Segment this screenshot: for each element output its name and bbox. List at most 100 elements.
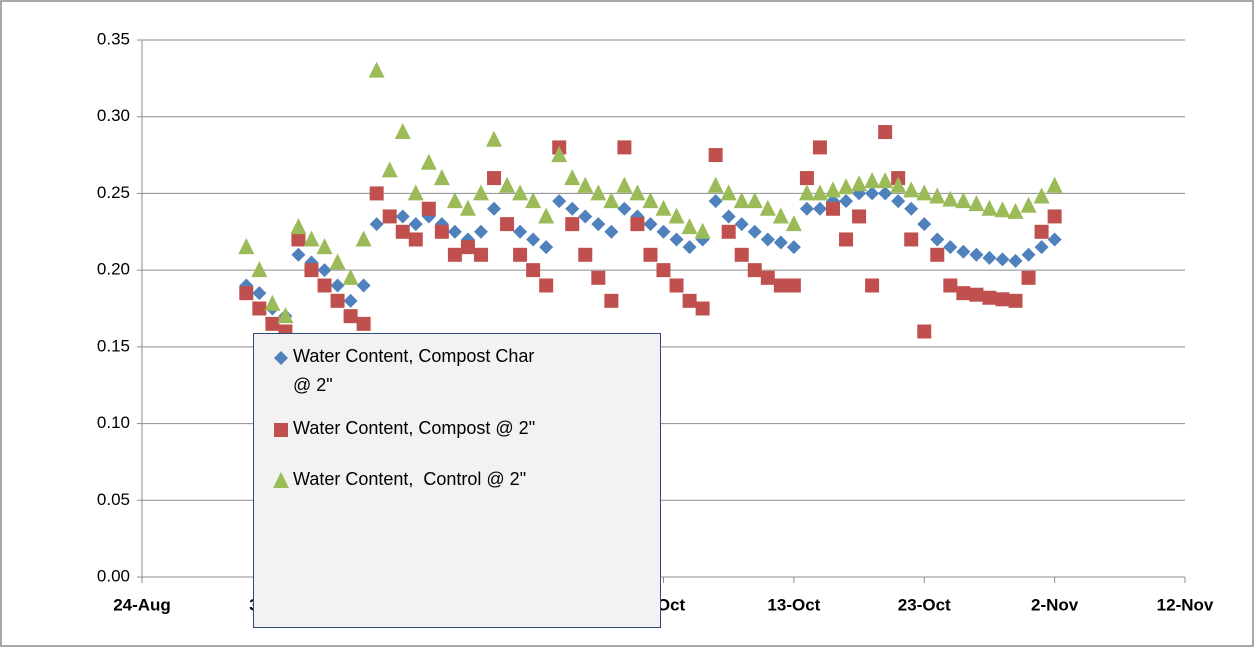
marker — [656, 224, 671, 239]
marker — [904, 232, 919, 247]
marker — [526, 232, 541, 247]
marker — [643, 217, 658, 232]
marker — [812, 201, 827, 216]
legend-label: Water Content, Compost @ 2" — [293, 418, 536, 438]
marker — [982, 250, 997, 265]
marker — [421, 201, 436, 216]
marker — [759, 199, 776, 216]
marker — [682, 293, 697, 308]
marker — [551, 146, 568, 163]
marker — [369, 217, 384, 232]
marker — [274, 351, 288, 365]
legend-icon — [274, 351, 288, 365]
marker — [811, 184, 828, 201]
y-tick-label: 0.10 — [97, 413, 130, 432]
marker — [274, 423, 288, 437]
marker — [565, 201, 580, 216]
marker — [917, 324, 932, 339]
marker — [839, 194, 854, 209]
marker — [565, 217, 580, 232]
marker — [604, 293, 619, 308]
legend-label: Water Content, Compost Char @ 2" — [293, 346, 540, 395]
marker — [1047, 209, 1062, 224]
marker — [487, 201, 502, 216]
marker — [825, 201, 840, 216]
marker — [447, 224, 462, 239]
marker — [878, 186, 893, 201]
marker — [460, 240, 475, 255]
y-tick-label: 0.15 — [97, 336, 130, 355]
y-tick-label: 0.05 — [97, 490, 130, 509]
marker — [773, 278, 788, 293]
marker — [512, 184, 529, 201]
marker — [760, 232, 775, 247]
marker — [539, 278, 554, 293]
legend-entry: Water Content, Compost @ 2" — [272, 414, 672, 443]
marker — [929, 187, 946, 204]
marker — [473, 224, 488, 239]
marker — [785, 215, 802, 232]
marker — [721, 224, 736, 239]
marker — [891, 194, 906, 209]
marker — [472, 184, 489, 201]
x-tick-label: 2-Nov — [1031, 595, 1079, 614]
marker — [968, 195, 985, 212]
marker — [381, 161, 398, 178]
marker — [851, 175, 868, 192]
y-tick-label: 0.35 — [97, 29, 130, 48]
marker — [251, 261, 268, 278]
marker — [564, 169, 581, 186]
y-tick-label: 0.20 — [97, 260, 130, 279]
marker — [1047, 232, 1062, 247]
marker — [969, 287, 984, 302]
marker — [838, 178, 855, 195]
marker — [525, 192, 542, 209]
marker — [747, 263, 762, 278]
marker — [500, 217, 515, 232]
marker — [382, 209, 397, 224]
marker — [303, 230, 320, 247]
marker — [865, 278, 880, 293]
marker — [1034, 224, 1049, 239]
marker — [538, 207, 555, 224]
x-tick-label: 24-Aug — [113, 595, 171, 614]
marker — [578, 247, 593, 262]
marker — [669, 278, 684, 293]
marker — [694, 222, 711, 239]
marker — [1008, 253, 1023, 268]
marker — [943, 240, 958, 255]
marker — [995, 292, 1010, 307]
marker — [630, 217, 645, 232]
marker — [447, 247, 462, 262]
marker — [252, 301, 267, 316]
marker — [733, 192, 750, 209]
marker — [772, 207, 789, 224]
marker — [513, 247, 528, 262]
marker — [864, 172, 881, 189]
marker — [865, 186, 880, 201]
marker — [395, 209, 410, 224]
marker — [903, 181, 920, 198]
marker — [629, 184, 646, 201]
marker — [708, 148, 723, 163]
marker — [487, 171, 502, 186]
marker — [577, 176, 594, 193]
marker — [238, 238, 255, 255]
marker — [578, 209, 593, 224]
marker — [343, 293, 358, 308]
marker — [877, 172, 894, 189]
marker — [513, 224, 528, 239]
marker — [981, 199, 998, 216]
marker — [669, 232, 684, 247]
marker — [239, 286, 254, 301]
marker — [539, 240, 554, 255]
marker — [904, 201, 919, 216]
marker — [681, 218, 698, 235]
marker — [656, 263, 671, 278]
marker — [604, 224, 619, 239]
marker — [760, 270, 775, 285]
marker — [799, 201, 814, 216]
marker — [1008, 293, 1023, 308]
marker — [668, 207, 685, 224]
